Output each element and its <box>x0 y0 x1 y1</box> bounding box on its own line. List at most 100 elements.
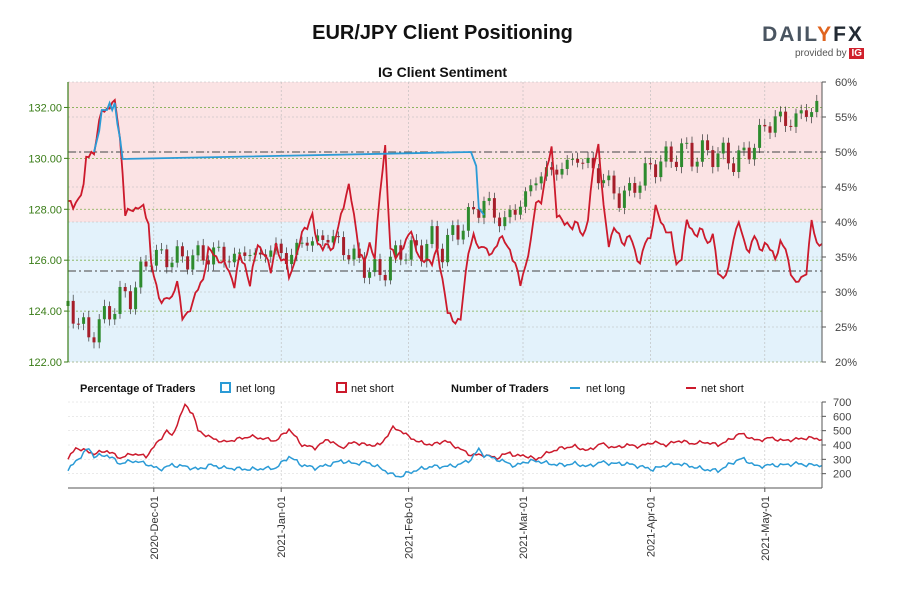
net-short-percent-line <box>67 98 823 325</box>
candle-body <box>87 317 91 338</box>
price-tick-label: 126.00 <box>28 255 62 267</box>
candle-body <box>560 168 564 175</box>
candle-body <box>310 241 314 246</box>
candle-body <box>654 164 658 178</box>
candle-body <box>175 246 179 263</box>
candle-body <box>71 300 75 324</box>
candle-body <box>191 255 195 270</box>
candle-body <box>232 253 236 263</box>
candle-body <box>404 259 408 261</box>
candle-body <box>685 142 689 144</box>
candle-body <box>690 142 694 167</box>
candle-body <box>446 234 450 263</box>
candle-body <box>279 243 283 254</box>
candle-body <box>342 237 346 256</box>
logo-fx: FX <box>833 23 864 46</box>
candle-body <box>706 140 710 151</box>
candle-body <box>732 163 736 173</box>
candle-body <box>451 225 455 235</box>
candle-body <box>742 147 746 151</box>
candle-body <box>388 256 392 281</box>
num-long-traders-line <box>67 446 823 478</box>
candle-body <box>804 110 808 117</box>
candle-body <box>482 200 486 218</box>
candle-body <box>425 243 429 262</box>
candle-body <box>628 183 632 191</box>
legend: Percentage of Traders net long net short… <box>80 382 744 395</box>
candle-body <box>773 116 777 133</box>
candle-body <box>555 169 559 175</box>
logo-wordmark: DAILYFX <box>762 24 864 46</box>
date-tick-label: 2021-Apr-01 <box>645 496 657 557</box>
candle-body <box>300 242 304 244</box>
candle-body <box>113 313 117 320</box>
candle-body <box>378 259 382 275</box>
legend-num-long-label: net long <box>586 383 625 395</box>
candle-body <box>466 207 470 231</box>
candle-body <box>643 163 647 186</box>
candle-body <box>669 146 673 162</box>
candle-body <box>815 100 819 113</box>
candle-body <box>347 255 351 260</box>
percent-tick-label: 20% <box>835 357 857 369</box>
candle-body <box>737 150 741 173</box>
candle-body <box>487 198 491 201</box>
candle-body <box>513 209 517 215</box>
candle-body <box>607 175 611 181</box>
percent-axis: 20% 25% 30% 35% 40% 45% 50% 55% 60% <box>821 77 857 369</box>
percent-tick-label: 60% <box>835 77 857 89</box>
candle-body <box>659 161 663 178</box>
date-axis: 2020-Dec-01 2021-Jan-01 2021-Feb-01 2021-Ma… <box>149 488 772 561</box>
candle-body <box>170 262 174 268</box>
candle-body <box>638 185 642 193</box>
candle-body <box>305 242 309 246</box>
chart-title: EUR/JPY Client Positioning <box>312 22 573 44</box>
candle-body <box>206 260 210 265</box>
candle-body <box>570 158 574 160</box>
candle-body <box>222 246 226 262</box>
candle-body <box>238 252 242 254</box>
chart-subtitle: IG Client Sentiment <box>377 64 508 80</box>
date-tick-label: 2021-May-01 <box>760 496 772 561</box>
candle-body <box>139 261 143 288</box>
candle-body <box>518 206 522 215</box>
candle-body <box>409 240 413 260</box>
legend-pct-long-swatch <box>220 382 231 393</box>
candle-body <box>102 306 106 320</box>
candle-body <box>290 254 294 265</box>
candle-body <box>373 259 377 273</box>
candle-body <box>524 191 528 207</box>
candle-body <box>217 246 221 248</box>
candle-body <box>789 125 793 127</box>
percent-tick-label: 40% <box>835 217 857 229</box>
candle-body <box>602 180 606 184</box>
candle-body <box>154 249 158 266</box>
candle-body <box>539 176 543 184</box>
candle-body <box>128 291 132 310</box>
candle-body <box>596 168 600 184</box>
ig-logo-badge: IG <box>849 48 864 59</box>
candle-body <box>534 183 538 186</box>
count-tick-label: 700 <box>833 397 851 409</box>
candle-body <box>472 207 476 210</box>
candle-body <box>82 317 86 324</box>
candle-body <box>144 261 148 267</box>
candle-body <box>258 252 262 255</box>
candle-body <box>778 111 782 117</box>
logo-provided-text: provided by <box>794 48 847 59</box>
candle-body <box>477 209 481 218</box>
candle-body <box>508 209 512 218</box>
count-tick-label: 400 <box>833 440 851 452</box>
candle-body <box>383 274 387 281</box>
candle-body <box>336 236 340 238</box>
candle-body <box>269 250 273 257</box>
candle-body <box>752 147 756 160</box>
candle-body <box>612 175 616 194</box>
percent-tick-label: 50% <box>835 147 857 159</box>
candle-body <box>316 235 320 242</box>
price-tick-label: 122.00 <box>28 357 62 369</box>
candle-body <box>118 286 122 314</box>
candle-body <box>362 257 366 278</box>
candle-body <box>695 161 699 167</box>
